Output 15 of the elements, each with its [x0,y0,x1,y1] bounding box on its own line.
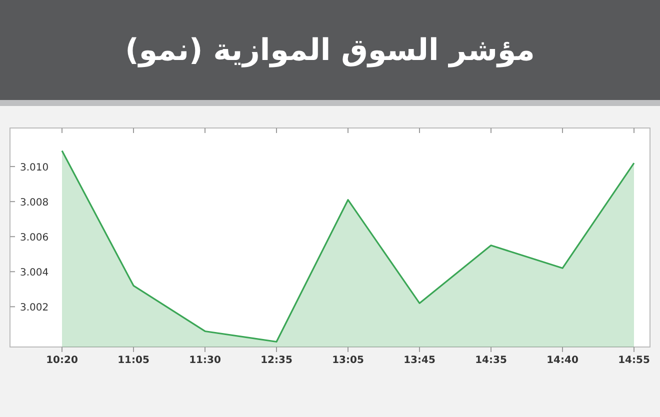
x-tick-label: 13:45 [404,355,436,366]
x-tick-label: 14:35 [475,355,507,366]
y-tick-label: 3.008 [20,198,49,209]
y-tick-label: 3.004 [20,268,49,279]
chart-title: مؤشر السوق الموازية (نمو) [125,33,535,68]
x-tick-label: 11:05 [118,355,150,366]
y-tick-label: 3.002 [20,302,49,314]
x-tick-label: 14:55 [618,355,650,366]
x-tick-label: 11:30 [189,355,221,366]
y-tick-label: 3.006 [20,232,49,244]
y-tick-label: 3.010 [20,162,49,174]
x-tick-label: 12:35 [260,355,292,366]
x-tick-label: 10:20 [46,355,78,366]
x-tick-label: 14:40 [546,355,578,366]
x-tick-label: 13:05 [332,355,364,366]
